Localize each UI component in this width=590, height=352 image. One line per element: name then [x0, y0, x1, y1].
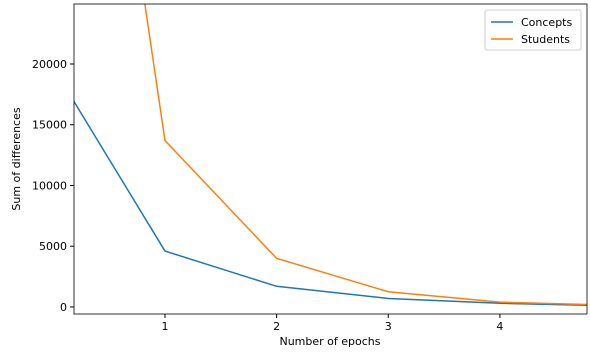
x-axis-label: Number of epochs	[279, 335, 380, 348]
y-tick-label: 15000	[32, 119, 67, 132]
series-line	[74, 100, 587, 306]
y-tick-label: 20000	[32, 58, 67, 71]
series-line	[144, 4, 587, 306]
x-tick-label: 3	[385, 320, 392, 333]
plot-lines	[74, 4, 587, 306]
y-axis-label: Sum of differences	[10, 107, 23, 210]
x-tick-label: 1	[161, 320, 168, 333]
x-tick-label: 4	[496, 320, 503, 333]
y-tick-label: 10000	[32, 179, 67, 192]
y-tick-label: 0	[60, 301, 67, 314]
y-tick-label: 5000	[39, 240, 67, 253]
x-tick-label: 2	[273, 320, 280, 333]
legend-label: Students	[521, 33, 570, 46]
plot-frame	[73, 3, 588, 315]
legend-box	[484, 9, 582, 51]
legend-label: Concepts	[521, 16, 572, 29]
